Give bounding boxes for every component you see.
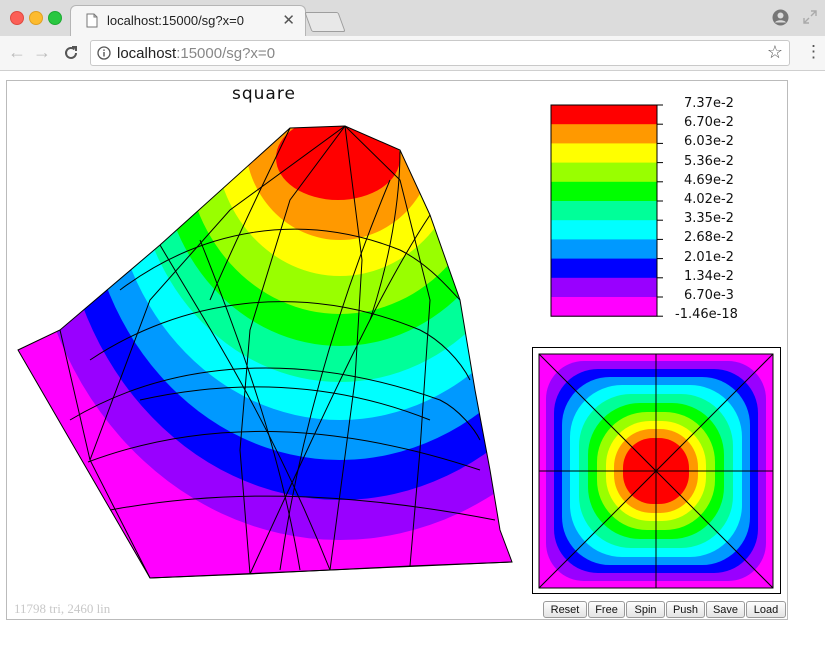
legend-band — [551, 239, 657, 260]
close-tab-icon[interactable]: ✕ — [282, 12, 295, 29]
legend-band — [551, 162, 657, 183]
legend-ticks — [657, 104, 663, 317]
menu-icon[interactable]: ⋮ — [805, 42, 822, 61]
tab-strip: localhost:15000/sg?x=0 ✕ — [0, 0, 825, 37]
maximize-window-button[interactable] — [48, 11, 62, 25]
legend-band — [551, 220, 657, 240]
reset-button[interactable]: Reset — [543, 601, 587, 618]
forward-icon[interactable]: → — [33, 42, 51, 62]
legend-band — [551, 143, 657, 164]
legend-band — [551, 105, 657, 125]
bookmark-star-icon[interactable]: ☆ — [766, 42, 783, 62]
legend-tick-label: 2.68e-2 — [684, 230, 734, 246]
legend-band — [551, 181, 657, 202]
page-icon — [86, 13, 98, 28]
legend-tick-label: 3.35e-2 — [684, 211, 734, 227]
tab-title: localhost:15000/sg?x=0 — [107, 13, 244, 28]
legend-band — [551, 201, 657, 221]
plot-title: square — [232, 84, 296, 104]
mesh-stats: 11798 tri, 2460 lin — [14, 601, 111, 616]
load-button[interactable]: Load — [746, 601, 786, 618]
back-icon[interactable]: ← — [8, 42, 26, 62]
plot-frame — [6, 80, 788, 620]
legend-tick-label: 2.01e-2 — [684, 249, 734, 265]
legend-bands — [550, 104, 658, 317]
legend-tick-label: 6.70e-3 — [684, 288, 734, 303]
legend-tick-label: 6.03e-2 — [684, 134, 734, 150]
close-window-button[interactable] — [10, 11, 24, 25]
profile-icon[interactable] — [772, 9, 789, 26]
push-button[interactable]: Push — [666, 601, 705, 618]
url-text[interactable]: localhost:15000/sg?x=0 — [117, 45, 275, 62]
minimize-window-button[interactable] — [29, 11, 43, 25]
inset-mesh-lines — [538, 353, 774, 589]
spin-button[interactable]: Spin — [626, 601, 665, 618]
legend-tick-label: 7.37e-2 — [684, 96, 734, 111]
reload-icon[interactable] — [62, 44, 80, 62]
top-view-inset[interactable] — [532, 347, 782, 595]
url-path: :15000/sg?x=0 — [176, 45, 276, 62]
legend-band — [551, 258, 657, 279]
save-button[interactable]: Save — [706, 601, 745, 618]
legend-tick-label: 5.36e-2 — [684, 153, 734, 169]
legend-tick-label: 4.02e-2 — [684, 192, 734, 207]
legend-band — [551, 277, 657, 298]
surface-mesh-lines — [17, 125, 513, 579]
browser-toolbar: ← → localhost:15000/sg?x=0 ☆ ⋮ — [0, 36, 825, 71]
legend-tick-label: -1.46e-18 — [675, 307, 738, 323]
info-icon[interactable] — [97, 46, 111, 60]
legend-tick-label: 1.34e-2 — [684, 268, 734, 284]
legend-band — [551, 124, 657, 144]
legend-tick-label: 4.69e-2 — [684, 172, 734, 188]
legend-tick-label: 6.70e-2 — [684, 115, 734, 131]
browser-tab[interactable]: localhost:15000/sg?x=0 ✕ — [70, 5, 306, 36]
address-bar[interactable]: localhost:15000/sg?x=0 ☆ — [90, 40, 790, 66]
legend-border — [550, 104, 658, 317]
url-host: localhost — [117, 45, 177, 62]
fullscreen-icon[interactable] — [803, 10, 817, 24]
free-button[interactable]: Free — [588, 601, 625, 618]
legend-band — [551, 297, 657, 317]
